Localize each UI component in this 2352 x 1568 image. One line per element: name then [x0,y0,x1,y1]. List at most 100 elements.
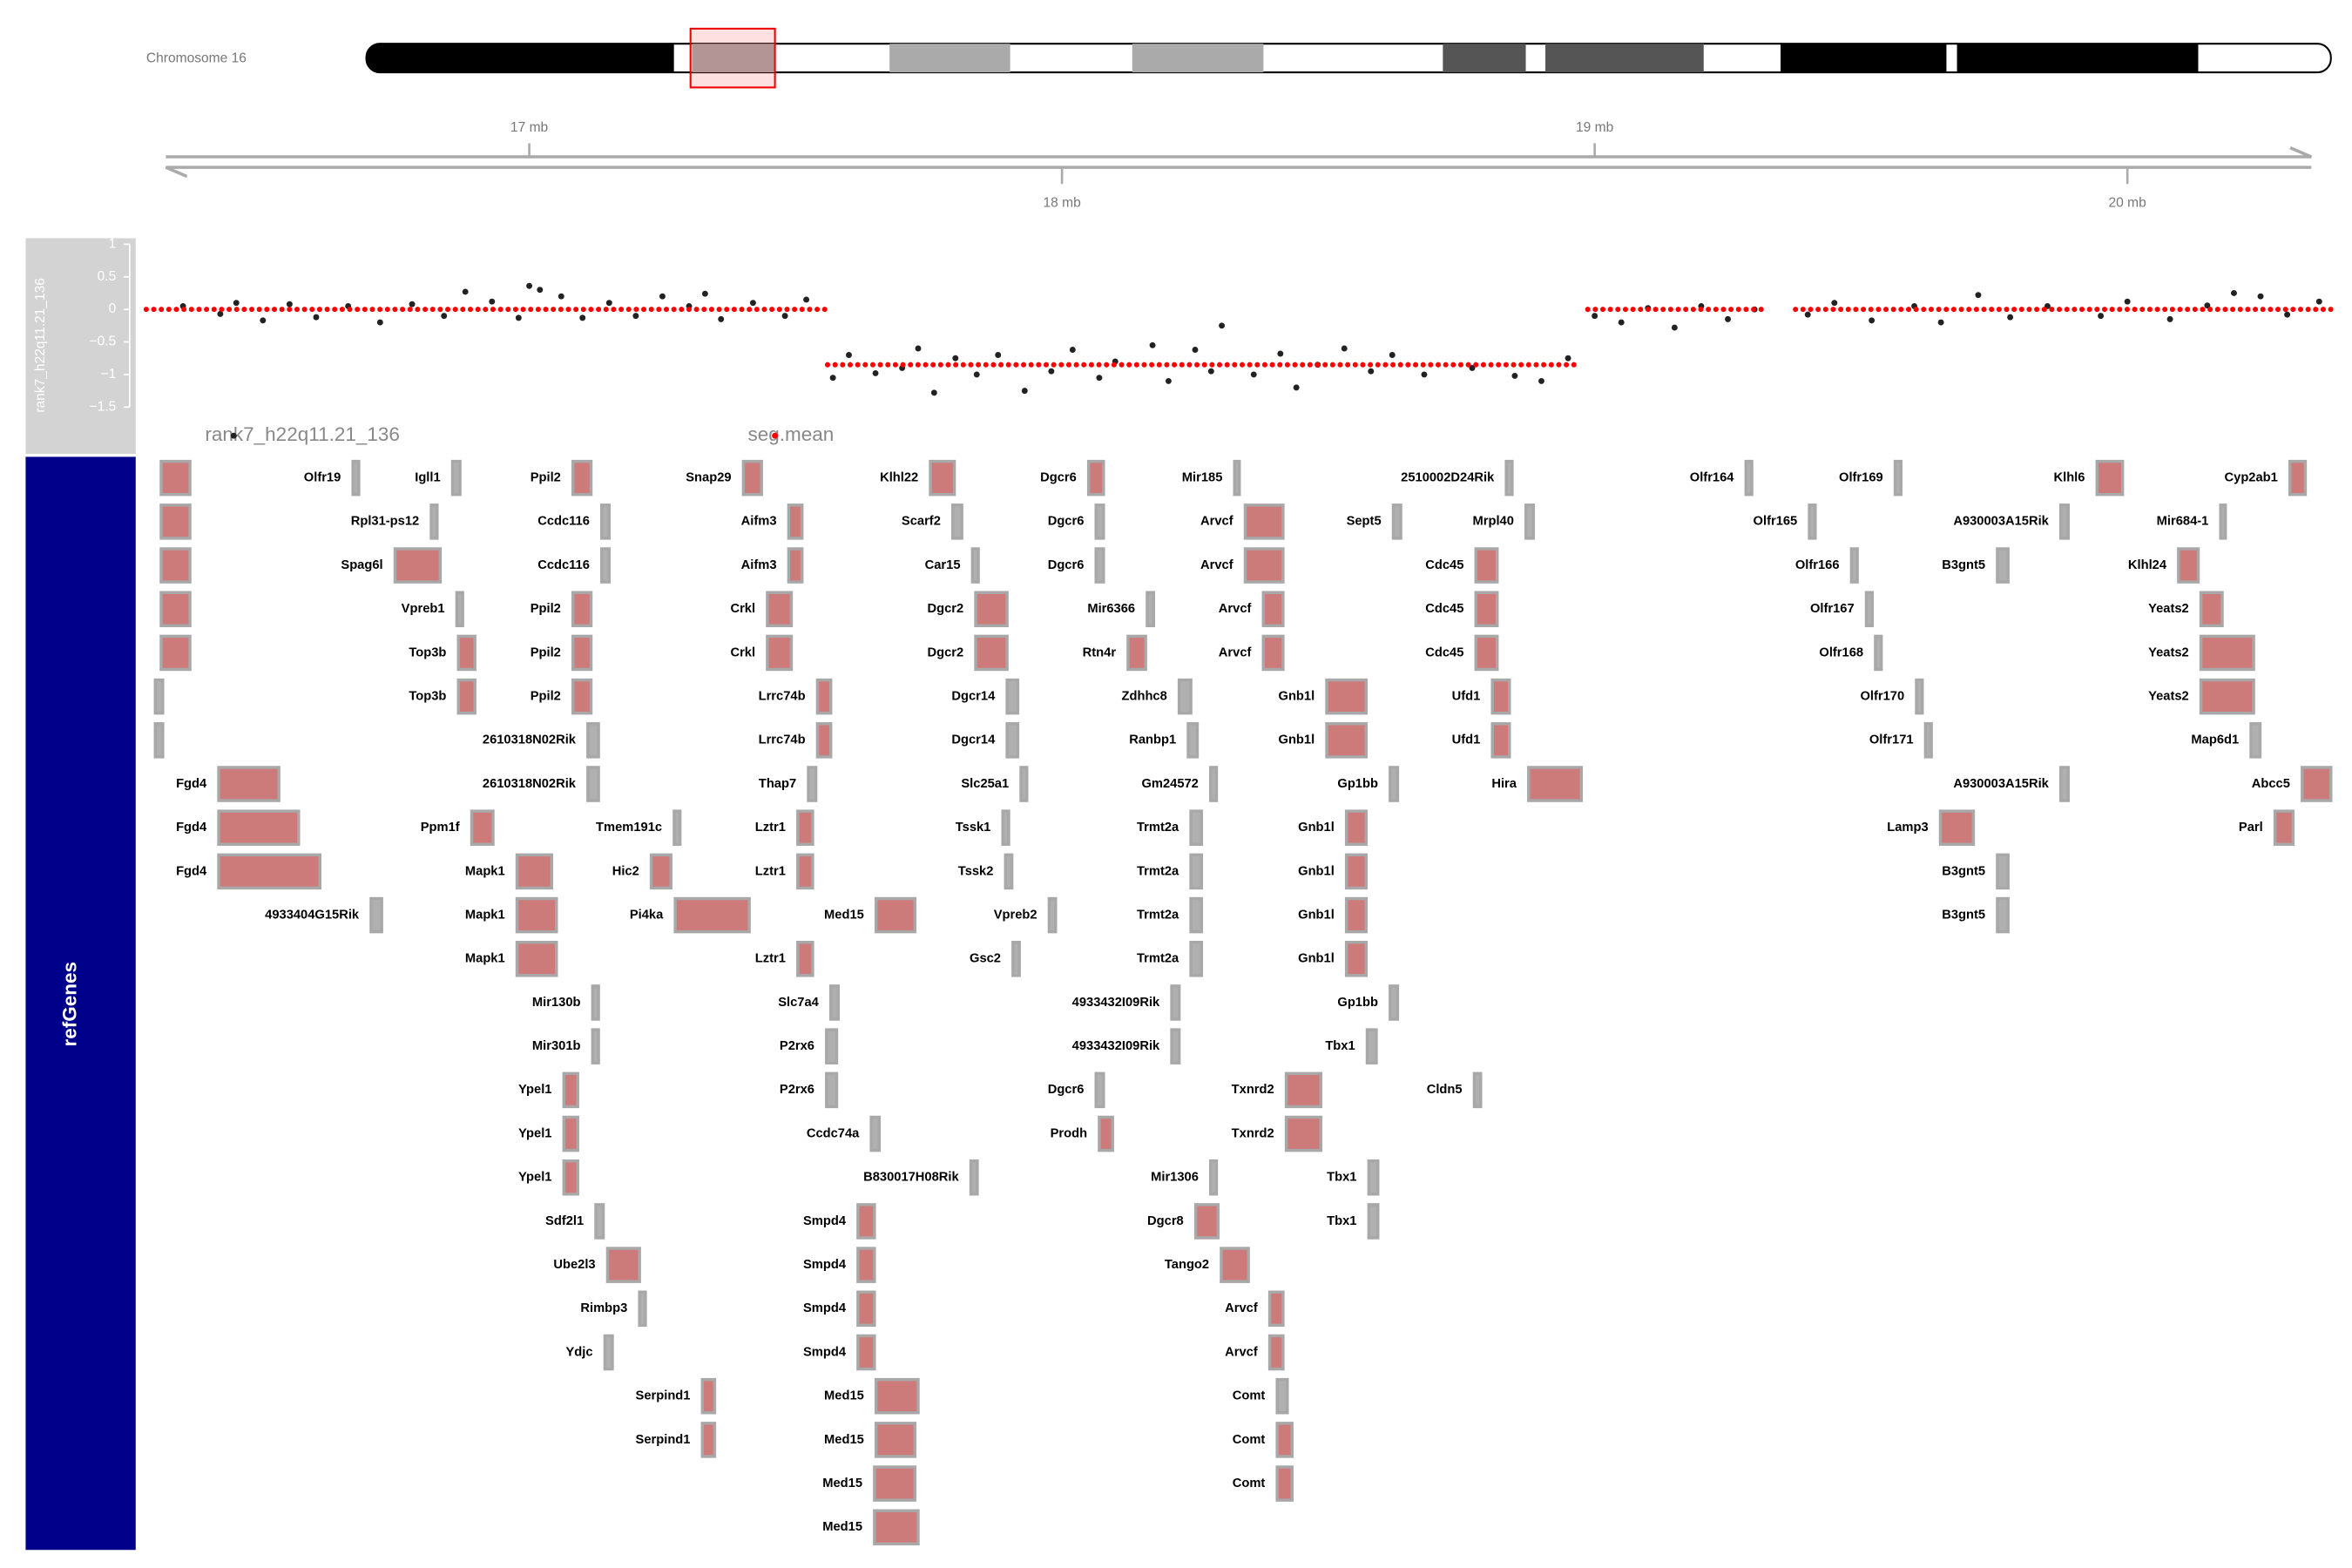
gene [815,722,833,759]
gene [1047,896,1058,934]
gene-label: Thap7 [759,777,796,791]
gene [1243,547,1285,584]
gene-label: Gnb1l [1298,864,1335,878]
view-highlight [689,27,776,89]
gene [873,1509,920,1546]
data-point [2284,311,2291,318]
data-point [1293,384,1300,391]
gene [856,1290,876,1328]
data-point [441,313,448,320]
data-point [526,282,533,289]
gene-label: Parl [2239,821,2263,835]
data-point [579,314,586,321]
gene-label: Rpl31-ps12 [351,515,419,529]
gene-label: Gnb1l [1298,908,1335,922]
data-point [846,352,852,358]
gene-label: Smpd4 [803,1301,847,1315]
gene [1193,1203,1220,1240]
data-point [376,319,383,326]
gene-label: Gp1bb [1337,996,1378,1010]
gene [1996,547,2010,584]
gene [974,591,1009,627]
y-tick-label: −1 [101,367,117,382]
gene [1391,504,1402,540]
gene [1094,547,1105,584]
gene [1126,634,1147,672]
gene [787,547,804,584]
gene-label: Arvcf [1200,515,1233,529]
gene [1527,766,1584,802]
gene [153,722,165,759]
gene-label: 4933432I09Rik [1072,1039,1160,1053]
data-track-label: rank7_h22q11.21_136 [33,278,48,413]
gene [1189,896,1204,934]
gene [2288,459,2308,497]
gene [874,896,917,934]
gene-label: Fgd4 [176,821,207,835]
data-point [2231,290,2237,296]
gene-label: Smpd4 [803,1345,847,1359]
gene-label: Mapk1 [465,864,505,878]
gene [393,547,443,584]
gene-label: Arvcf [1225,1301,1258,1315]
gene [515,941,558,977]
gene-label: Top3b [409,690,446,704]
gene-label: Olfr170 [1860,690,1904,704]
data-point [260,317,267,324]
gene-label: Mrpl40 [1473,515,1514,529]
data-point [1021,388,1028,395]
gene [1744,459,1754,497]
gene-label: Yeats2 [2148,645,2189,659]
gene [1275,1422,1294,1458]
gene [456,634,476,672]
gene [2177,547,2200,584]
gene-label: Aifm3 [741,515,777,529]
data-point [973,371,980,378]
axis-tick-label: 20 mb [2109,196,2146,211]
data-point [1192,347,1199,353]
gene-label: 2610318N02Rik [483,777,577,791]
data-point [1831,300,1838,307]
gene-label: Gnb1l [1298,952,1335,966]
gene [369,896,383,934]
gene [766,591,794,627]
gene [1996,896,2010,934]
gene-label: Mapk1 [465,952,505,966]
gene [1389,766,1400,802]
gene-track-panel [25,456,136,1551]
gene [1344,853,1369,890]
gene-label: Ppil2 [531,602,561,616]
gene-label: Trmt2a [1137,908,1179,922]
gene [1189,809,1204,846]
gene-label: 4933432I09Rik [1072,996,1160,1010]
gene [874,1377,920,1415]
gene-label: 4933404G15Rik [265,908,360,922]
axis-line [165,166,2312,179]
y-tick-label: 1 [109,236,117,251]
gene-label: Klhl24 [2128,558,2167,572]
gene-label: Crkl [730,645,755,659]
gene-label: Prodh [1051,1126,1087,1140]
gene [766,634,794,672]
gene [825,1071,839,1109]
gene [815,678,833,715]
gene-label: Comt [1233,1433,1266,1447]
gene-label: Tbx1 [1327,1171,1356,1185]
data-point [1048,368,1055,375]
gene [1367,1203,1380,1240]
data-point [1869,317,1876,324]
gene-label: Cdc45 [1425,645,1463,659]
gene [1490,678,1511,715]
gene-label: Trmt2a [1137,821,1179,835]
gene [741,459,763,497]
data-point [659,293,666,300]
data-point [1538,377,1544,384]
gene-label: Olfr168 [1819,645,1863,659]
gene [1874,634,1883,672]
gene [562,1159,579,1196]
gene [874,1422,917,1458]
gene-label: P2rx6 [780,1083,814,1097]
data-point [217,310,224,317]
gene [1267,1290,1285,1328]
